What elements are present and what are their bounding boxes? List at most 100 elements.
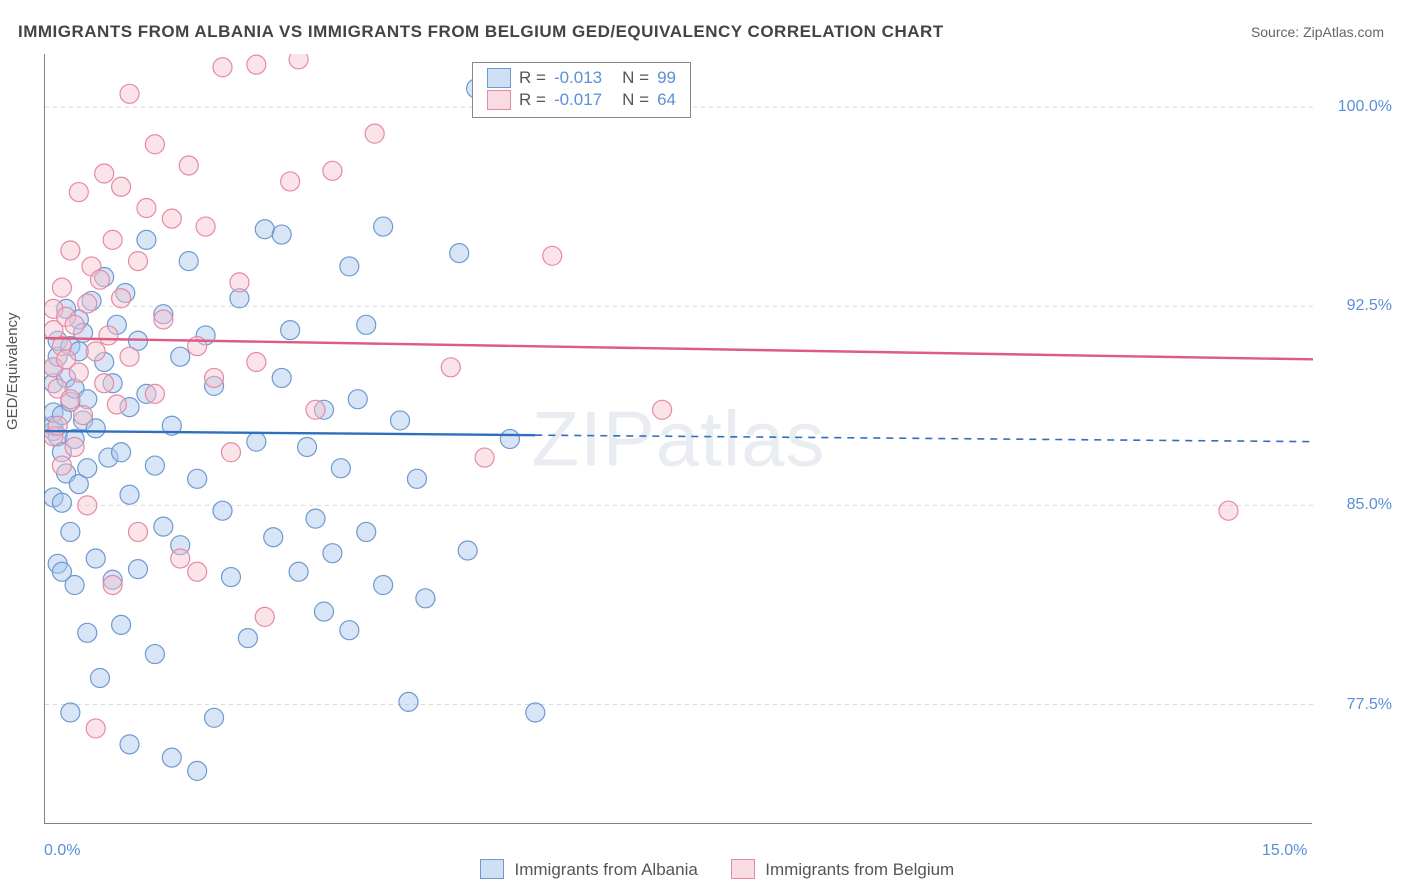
data-point <box>61 241 80 260</box>
data-point <box>255 607 274 626</box>
data-point <box>120 347 139 366</box>
data-point <box>171 347 190 366</box>
chart-title: IMMIGRANTS FROM ALBANIA VS IMMIGRANTS FR… <box>18 22 944 42</box>
legend-label-albania: Immigrants from Albania <box>515 860 698 879</box>
y-tick-label: 85.0% <box>1347 496 1392 514</box>
data-point <box>331 459 350 478</box>
data-point <box>99 326 118 345</box>
data-point <box>348 390 367 409</box>
data-point <box>52 493 71 512</box>
data-point <box>255 220 274 239</box>
data-point <box>213 58 232 77</box>
data-point <box>272 368 291 387</box>
data-point <box>230 273 249 292</box>
swatch-albania-icon <box>487 68 511 88</box>
data-point <box>196 217 215 236</box>
data-point <box>205 708 224 727</box>
data-point <box>323 161 342 180</box>
data-point <box>112 615 131 634</box>
data-point <box>289 562 308 581</box>
data-point <box>238 629 257 648</box>
data-point <box>120 485 139 504</box>
data-point <box>475 448 494 467</box>
n-belgium: 64 <box>657 90 676 110</box>
data-point <box>112 443 131 462</box>
data-point <box>314 602 333 621</box>
data-point <box>441 358 460 377</box>
data-point <box>281 321 300 340</box>
data-point <box>391 411 410 430</box>
data-point <box>86 719 105 738</box>
legend-label-belgium: Immigrants from Belgium <box>765 860 954 879</box>
data-point <box>112 177 131 196</box>
data-point <box>52 456 71 475</box>
regression-line-extrapolated <box>535 435 1313 442</box>
data-point <box>1219 501 1238 520</box>
data-point <box>162 748 181 767</box>
data-point <box>145 645 164 664</box>
data-point <box>154 517 173 536</box>
data-point <box>74 406 93 425</box>
data-point <box>306 400 325 419</box>
data-point <box>112 289 131 308</box>
source-label: Source: ZipAtlas.com <box>1251 24 1384 40</box>
data-point <box>281 172 300 191</box>
data-point <box>61 703 80 722</box>
data-point <box>65 437 84 456</box>
data-point <box>52 278 71 297</box>
data-point <box>128 522 147 541</box>
y-tick-label: 100.0% <box>1338 98 1392 116</box>
data-point <box>78 623 97 642</box>
data-point <box>90 270 109 289</box>
data-point <box>69 363 88 382</box>
data-point <box>162 209 181 228</box>
x-tick-label: 15.0% <box>1262 842 1307 860</box>
data-point <box>306 509 325 528</box>
r-albania: -0.013 <box>554 68 602 88</box>
data-point <box>416 589 435 608</box>
chart-svg <box>45 54 1313 824</box>
data-point <box>179 252 198 271</box>
stats-row-belgium: R = -0.017 N = 64 <box>487 89 676 111</box>
data-point <box>145 135 164 154</box>
data-point <box>120 84 139 103</box>
data-point <box>145 384 164 403</box>
data-point <box>107 395 126 414</box>
data-point <box>188 562 207 581</box>
data-point <box>374 217 393 236</box>
stats-row-albania: R = -0.013 N = 99 <box>487 67 676 89</box>
plot-area: ZIPatlas <box>44 54 1312 824</box>
data-point <box>137 199 156 218</box>
data-point <box>120 735 139 754</box>
data-point <box>65 315 84 334</box>
data-point <box>357 315 376 334</box>
data-point <box>450 244 469 263</box>
data-point <box>340 621 359 640</box>
n-albania: 99 <box>657 68 676 88</box>
data-point <box>407 469 426 488</box>
data-point <box>61 522 80 541</box>
data-point <box>221 443 240 462</box>
bottom-legend: Immigrants from Albania Immigrants from … <box>0 859 1406 880</box>
data-point <box>500 430 519 449</box>
data-point <box>78 496 97 515</box>
data-point <box>247 55 266 74</box>
data-point <box>137 230 156 249</box>
r-belgium: -0.017 <box>554 90 602 110</box>
data-point <box>399 692 418 711</box>
data-point <box>543 246 562 265</box>
data-point <box>323 544 342 563</box>
data-point <box>69 183 88 202</box>
legend-swatch-belgium-icon <box>731 859 755 879</box>
data-point <box>653 400 672 419</box>
regression-line <box>45 431 535 435</box>
data-point <box>298 437 317 456</box>
data-point <box>78 459 97 478</box>
data-point <box>221 568 240 587</box>
regression-line <box>45 338 1313 359</box>
stats-legend-box: R = -0.013 N = 99 R = -0.017 N = 64 <box>472 62 691 118</box>
data-point <box>365 124 384 143</box>
data-point <box>188 761 207 780</box>
data-point <box>357 522 376 541</box>
data-point <box>264 528 283 547</box>
